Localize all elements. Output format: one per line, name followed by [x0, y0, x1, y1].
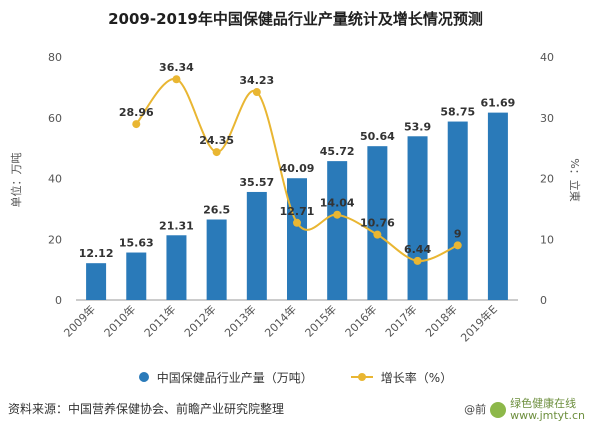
bar-value-label: 26.5: [203, 204, 230, 217]
bar: [447, 121, 468, 300]
y-tick-label: 0: [55, 294, 62, 307]
x-tick-label: 2019年E: [458, 302, 500, 344]
y2-tick-label: 20: [540, 173, 554, 186]
leaf-logo-icon: [490, 402, 507, 418]
y-axis-label: 单位：万吨: [9, 153, 23, 208]
legend-label-production: 中国保健品行业产量（万吨）: [156, 370, 313, 385]
line-value-label: 14.04: [320, 197, 355, 210]
bar-value-label: 50.64: [360, 130, 395, 143]
line-point: [333, 210, 342, 219]
y2-tick-label: 0: [540, 294, 547, 307]
line-point: [132, 120, 141, 129]
bar-value-label: 40.09: [280, 162, 315, 175]
x-tick-label: 2011年: [141, 302, 178, 339]
line-value-label: 28.96: [119, 106, 154, 119]
x-tick-label: 2009年: [61, 302, 98, 339]
source-note: 资料来源：中国营养保健协会、前瞻产业研究院整理: [8, 402, 285, 416]
x-tick-label: 2010年: [101, 302, 138, 339]
chart-title: 2009-2019年中国保健品行业产量统计及增长情况预测: [108, 10, 483, 28]
brand-watermark: @前 绿色健康在线 www.jmtyt.cn: [464, 398, 585, 422]
bar: [246, 191, 267, 300]
line-point: [212, 148, 221, 157]
y-tick-label: 80: [48, 51, 62, 64]
bar-value-label: 35.57: [239, 176, 274, 189]
legend-item-growth: 增长率（%）: [350, 369, 453, 386]
y-tick-label: 20: [48, 233, 62, 246]
bar: [487, 112, 508, 300]
data-labels: 12.12 15.63 21.31 26.5 35.57 40.09 45.72 50.64 5…: [79, 61, 516, 260]
bar: [327, 161, 348, 300]
y2-tick-label: 30: [540, 112, 554, 125]
line-value-label: 24.35: [199, 134, 234, 147]
line-point: [172, 75, 181, 84]
x-tick-label: 2012年: [181, 302, 218, 339]
bar: [86, 263, 107, 300]
line-point: [293, 218, 301, 227]
bar: [287, 178, 307, 300]
x-tick-label: 2014年: [262, 302, 299, 339]
line-value-label: 9: [454, 227, 462, 240]
line-value-label: 10.76: [360, 217, 395, 230]
line-value-label: 6.44: [404, 243, 431, 256]
x-tick-label: 2017年: [382, 302, 419, 339]
line-value-label: 36.34: [159, 61, 194, 74]
y-tick-label: 40: [48, 173, 62, 186]
bar: [166, 235, 187, 300]
bar: [407, 136, 428, 300]
bar-value-label: 21.31: [159, 219, 194, 232]
x-tick-label: 2018年: [422, 302, 459, 339]
line-point: [252, 88, 261, 97]
y-tick-label: 60: [48, 112, 62, 125]
bar: [367, 146, 388, 300]
line-value-label: 34.23: [239, 74, 274, 87]
legend: 中国保健品行业产量（万吨） 增长率（%）: [0, 366, 591, 388]
bar-value-label: 12.12: [79, 247, 114, 260]
line-series: [132, 75, 462, 265]
x-tick-label: 2013年: [221, 302, 258, 339]
bar: [126, 252, 147, 300]
y2-tick-label: 10: [540, 233, 554, 246]
bar-value-label: 15.63: [119, 237, 154, 250]
legend-line-swatch: [350, 373, 373, 381]
brand-line1: 绿色健康在线: [510, 397, 577, 410]
legend-item-production: 中国保健品行业产量（万吨）: [138, 369, 313, 386]
bar-value-label: 45.72: [320, 145, 355, 158]
line-point: [373, 230, 382, 239]
line-point: [453, 241, 462, 250]
bar-value-label: 61.69: [481, 97, 516, 110]
line-point: [413, 256, 422, 265]
x-tick-label: 2016年: [342, 302, 379, 339]
bar-value-label: 58.75: [440, 106, 475, 119]
bar: [206, 219, 227, 300]
legend-bar-swatch: [138, 372, 149, 382]
y2-axis-label: %：立東: [568, 158, 582, 201]
brand-line2: www.jmtyt.cn: [510, 409, 585, 422]
y2-tick-label: 40: [540, 51, 554, 64]
legend-label-growth: 增长率（%）: [380, 370, 453, 385]
x-tick-label: 2015年: [302, 302, 339, 339]
brand-prefix: @前: [464, 403, 487, 416]
line-value-label: 12.71: [280, 205, 315, 218]
brand-text: 绿色健康在线 www.jmtyt.cn: [510, 398, 585, 422]
bar-value-label: 53.9: [404, 120, 431, 133]
growth-line: [135, 78, 459, 262]
